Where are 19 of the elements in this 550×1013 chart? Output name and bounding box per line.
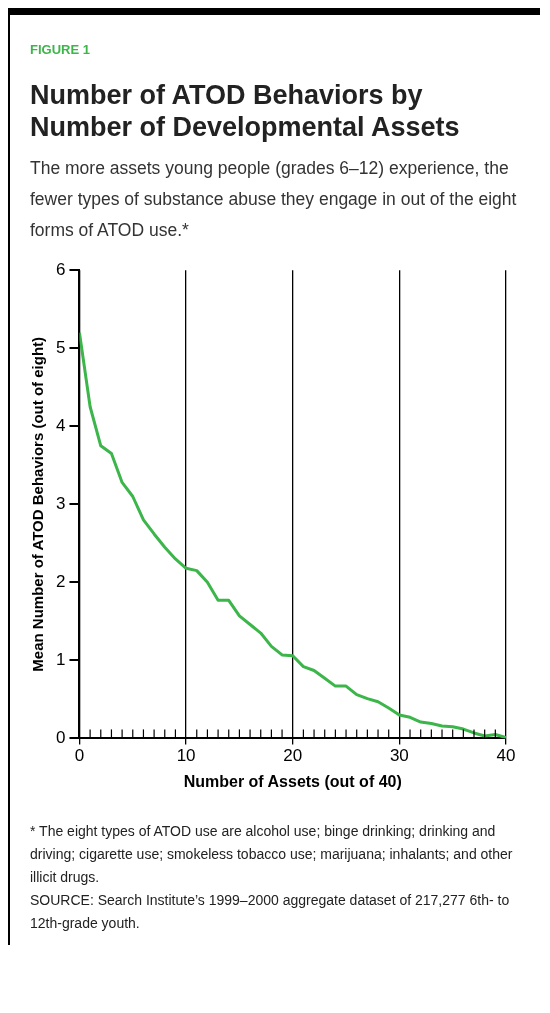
y-tick-label: 6 bbox=[55, 259, 66, 279]
y-tick-label: 3 bbox=[55, 493, 66, 513]
y-tick-label: 0 bbox=[55, 728, 66, 748]
chart-subtitle: The more assets young people (grades 6–12) experience, the fewer types of substance abuse they engage in out of the eight forms of ATOD use.* bbox=[30, 157, 518, 242]
text: * The eight types of ATOD use are alcohol use; binge drinking; drinking and driving; cigarette use; smokeless tobacco use; marijuana; inhalants; and other illicit drugs. bbox=[30, 822, 514, 887]
y-tick-label: 4 bbox=[55, 415, 66, 435]
y-tick-label: 2 bbox=[55, 572, 66, 592]
x-tick-label: 30 bbox=[389, 746, 409, 766]
x-tick-label: 10 bbox=[176, 746, 196, 766]
y-tick-label: 1 bbox=[55, 650, 66, 670]
x-tick-label: 20 bbox=[283, 746, 303, 766]
x-axis-title: Number of Assets (out of 40) bbox=[183, 772, 402, 790]
caption: FIGURE 1 bbox=[30, 42, 91, 57]
chart-title: Number of ATOD Behaviors by Number of Developmental Assets bbox=[30, 79, 461, 143]
y-axis-title: Mean Number of ATOD Behaviors (out of eight) bbox=[29, 336, 47, 672]
x-tick-label: 0 bbox=[74, 746, 85, 766]
source-note: SOURCE: Search Institute’s 1999–2000 aggregate dataset of 217,277 6th- to 12th-grade youth. bbox=[30, 891, 511, 933]
x-tick-label: 40 bbox=[496, 746, 516, 766]
y-tick-label: 5 bbox=[55, 337, 66, 357]
